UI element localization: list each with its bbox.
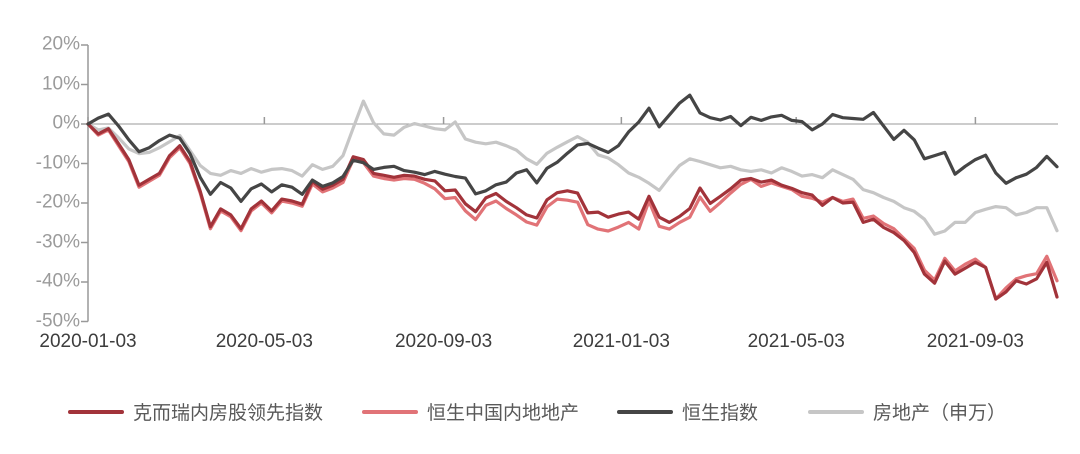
x-axis-label: 2020-09-03 — [394, 331, 493, 352]
y-axis-label: -30% — [35, 231, 80, 253]
x-axis-label: 2020-01-03 — [39, 331, 137, 352]
legend-item-0: 克而瑞内房股领先指数 — [68, 398, 323, 425]
legend-label: 房地产（申万） — [873, 403, 1007, 424]
legend-swatch-icon — [362, 409, 418, 414]
y-axis-label: -20% — [35, 191, 80, 213]
series-line-3 — [86, 99, 1059, 236]
x-axis-label: 2021-05-03 — [747, 331, 845, 352]
y-axis-label: -40% — [35, 270, 80, 292]
y-axis-label: 20% — [41, 33, 80, 55]
y-axis-label: 10% — [41, 73, 80, 95]
x-axis-label: 2021-01-03 — [572, 331, 670, 352]
legend-label: 克而瑞内房股领先指数 — [133, 403, 324, 424]
legend-swatch-icon — [617, 409, 673, 414]
y-axis-label: -10% — [35, 152, 80, 174]
x-axis-label: 2020-05-03 — [215, 331, 313, 352]
x-axis-label: 2021-09-03 — [926, 331, 1024, 352]
legend-swatch-icon — [68, 409, 124, 414]
legend-label: 恒生中国内地地产 — [427, 403, 580, 424]
series-line-2 — [86, 93, 1059, 203]
legend-item-2: 恒生指数 — [617, 398, 758, 425]
y-axis-label: -50% — [35, 310, 80, 332]
legend-swatch-icon — [808, 409, 864, 414]
legend-item-3: 房地产（申万） — [808, 398, 1006, 425]
y-axis-label: 0% — [52, 112, 80, 134]
legend-item-1: 恒生中国内地地产 — [362, 398, 579, 425]
series-line-0 — [86, 122, 1059, 301]
legend-label: 恒生指数 — [682, 403, 759, 424]
